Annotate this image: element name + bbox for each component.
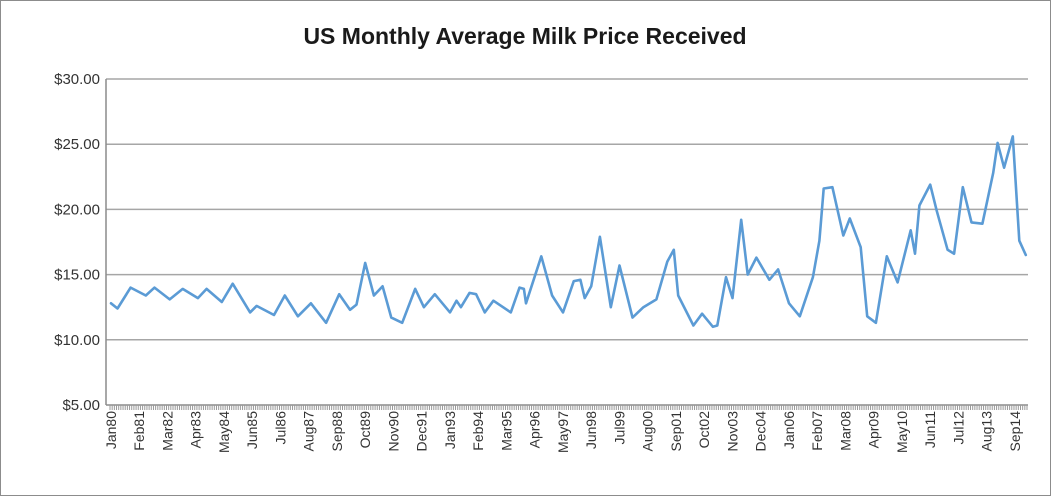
y-tick-label: $25.00	[54, 136, 100, 153]
x-tick-label: Jul12	[950, 411, 966, 445]
x-tick-label: Nov03	[724, 411, 740, 452]
y-tick-label: $15.00	[54, 267, 100, 284]
x-tick-label: Jan93	[442, 411, 458, 449]
x-tick-label: Nov90	[385, 411, 401, 452]
x-tick-label: May84	[216, 411, 232, 453]
y-tick-label: $5.00	[62, 397, 100, 414]
x-tick-label: Mar08	[837, 411, 853, 451]
x-tick-label: Oct89	[357, 411, 373, 449]
x-tick-label: Jul99	[611, 411, 627, 445]
x-tick-label: Feb81	[131, 411, 147, 451]
x-tick-label: Apr83	[188, 411, 204, 449]
x-tick-label: Jun85	[244, 411, 260, 449]
x-tick-label: Jan06	[781, 411, 797, 449]
x-tick-label: Aug00	[640, 411, 656, 452]
chart-title: US Monthly Average Milk Price Received	[303, 23, 746, 49]
x-tick-label: Sep88	[329, 411, 345, 452]
x-tick-label: Jan80	[103, 411, 119, 449]
x-tick-label: Dec91	[414, 411, 430, 452]
x-tick-label: Sep01	[668, 411, 684, 452]
y-tick-label: $30.00	[54, 71, 100, 88]
x-tick-label: Jul86	[272, 411, 288, 445]
x-tick-label: Mar82	[159, 411, 175, 451]
price-series-line	[109, 135, 1028, 329]
x-tick-label: Feb94	[470, 411, 486, 451]
y-tick-label: $20.00	[54, 201, 100, 218]
x-tick-label: Dec04	[753, 411, 769, 452]
x-tick-label: Feb07	[809, 411, 825, 451]
x-tick-label: Oct02	[696, 411, 712, 449]
x-tick-label: Mar95	[498, 411, 514, 451]
y-tick-label: $10.00	[54, 332, 100, 349]
x-tick-label: May10	[894, 411, 910, 453]
x-tick-label: May97	[555, 411, 571, 453]
x-tick-label: Jun98	[583, 411, 599, 449]
x-tick-label: Jun11	[922, 411, 938, 448]
x-tick-label: Aug13	[979, 411, 995, 452]
x-tick-label: Apr09	[866, 411, 882, 449]
x-tick-label: Apr96	[527, 411, 543, 449]
x-tick-label: Aug87	[301, 411, 317, 452]
x-tick-label: Sep14	[1007, 411, 1023, 452]
